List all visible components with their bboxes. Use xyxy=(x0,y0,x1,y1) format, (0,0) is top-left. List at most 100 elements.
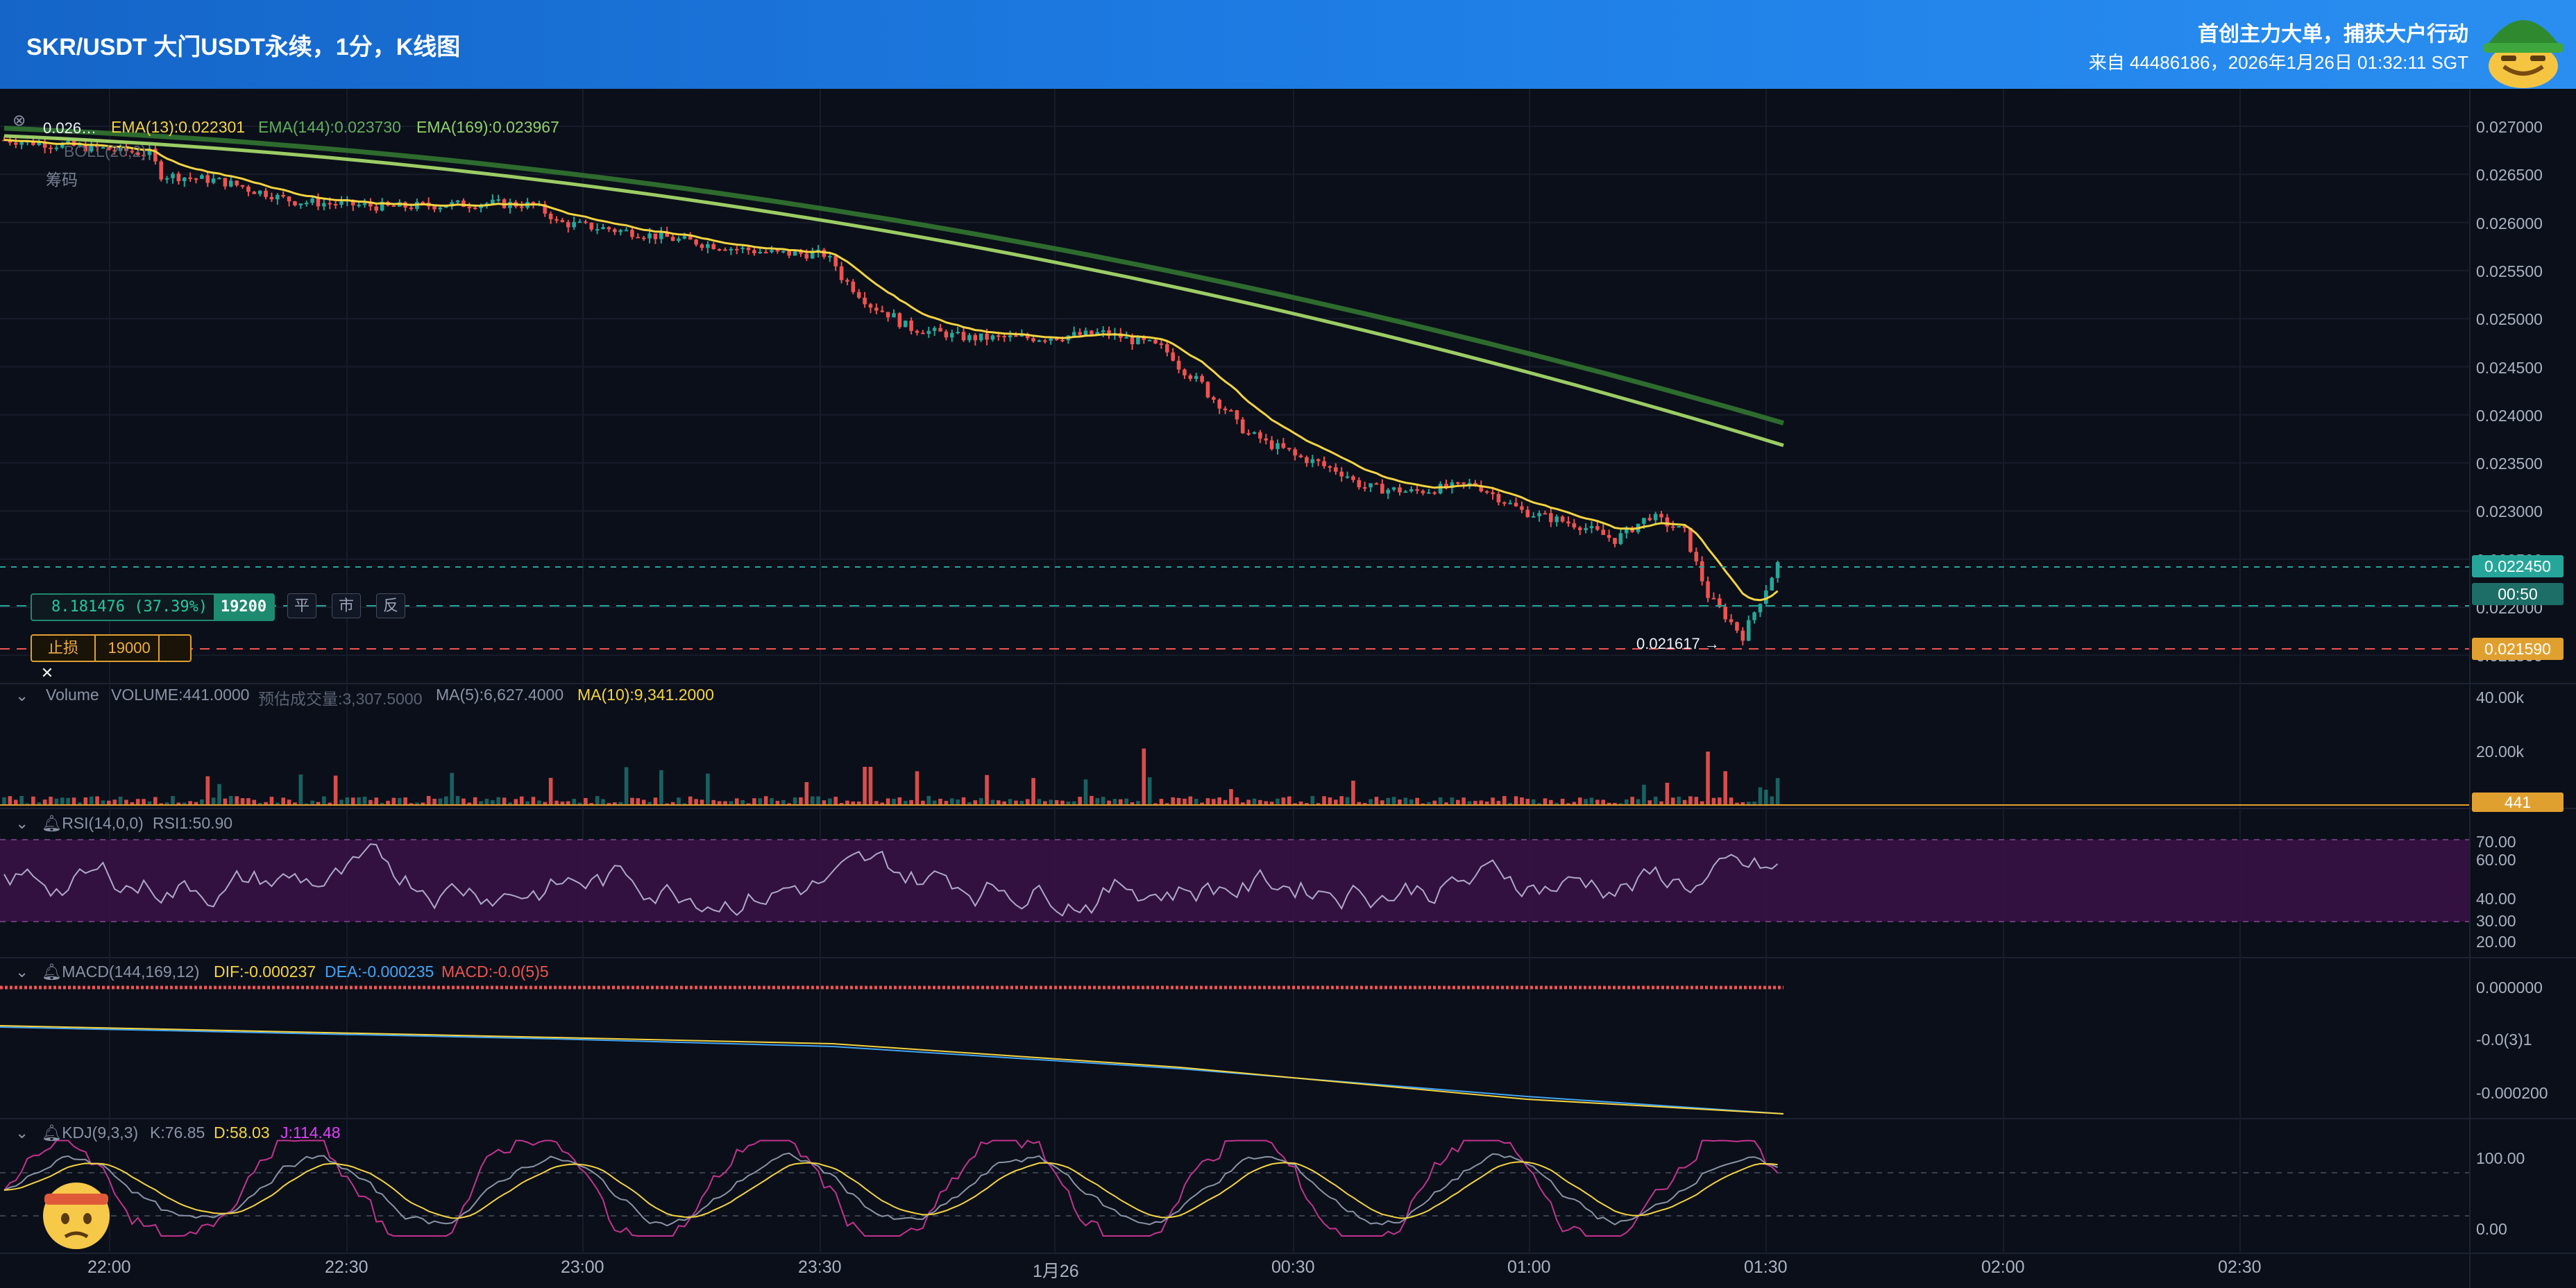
candle-body xyxy=(421,202,425,204)
volume-bar xyxy=(1659,801,1663,805)
volume-bar xyxy=(1421,803,1425,805)
candle-body xyxy=(618,230,622,232)
price-axis-label: 0.025500 xyxy=(2476,262,2543,280)
volume-bar xyxy=(1188,796,1193,805)
close-icon[interactable]: ✕ xyxy=(40,664,54,681)
volume-bar xyxy=(13,799,18,805)
candle-body xyxy=(1200,375,1204,382)
volume-bar xyxy=(729,801,734,805)
candlestick-chart[interactable] xyxy=(0,89,2576,1288)
volume-bar xyxy=(915,771,920,805)
candle-body xyxy=(217,178,221,180)
volume-bar xyxy=(1531,799,1536,805)
volume-bar xyxy=(1525,799,1530,805)
volume-bar xyxy=(1351,780,1355,805)
volume-bar xyxy=(350,797,355,805)
candle-body xyxy=(1455,482,1460,484)
volume-bar xyxy=(1212,799,1216,805)
candle-body xyxy=(577,221,582,223)
candle-body xyxy=(700,244,704,248)
volume-bar xyxy=(322,796,326,805)
candle-body xyxy=(1060,339,1065,341)
candle-body xyxy=(781,251,786,253)
volume-bar xyxy=(944,800,949,805)
volume-bar xyxy=(19,796,24,805)
volume-bar xyxy=(1112,799,1117,805)
volume-bar xyxy=(1549,799,1553,805)
volume-bar xyxy=(1130,802,1135,805)
candle-body xyxy=(659,232,663,239)
volume-bar xyxy=(473,797,477,805)
ema13-line xyxy=(3,139,1779,602)
candle-body xyxy=(1264,438,1269,441)
macd-collapse-icon[interactable]: ⌄ xyxy=(15,963,29,981)
close-position-button[interactable]: 平 xyxy=(287,593,316,618)
volume-bar xyxy=(200,799,204,805)
rsi-collapse-icon[interactable]: ⌄ xyxy=(15,814,29,832)
volume-bar xyxy=(752,798,756,805)
market-close-button[interactable]: 市 xyxy=(332,593,361,618)
volume-bar xyxy=(450,772,454,805)
chips-label: 筹码 xyxy=(46,171,78,189)
macd-title: 🔔︎MACD(144,169,12) xyxy=(42,963,200,981)
candle-body xyxy=(1054,339,1059,341)
time-axis-label: 22:30 xyxy=(325,1257,368,1277)
volume-bar xyxy=(415,802,419,805)
candle-body xyxy=(921,332,925,334)
time-axis-label: 23:00 xyxy=(561,1257,604,1277)
volume-bar xyxy=(1183,798,1187,805)
volume-bar xyxy=(682,803,687,805)
volume-ma5: MA(5):6,627.4000 xyxy=(436,686,564,704)
volume-bar xyxy=(194,802,198,805)
volume-bar xyxy=(1386,797,1391,805)
candle-body xyxy=(1212,397,1216,400)
position-line[interactable]: 8.181476 (37.39%) 19200 xyxy=(31,593,275,621)
candle-body xyxy=(455,200,460,203)
rsi-line xyxy=(3,843,1779,917)
header-bar: SKR/USDT 大门USDT永续，1分，K线图 首创主力大单，捕获大户行动 来… xyxy=(0,0,2576,89)
volume-bar xyxy=(467,802,472,805)
rsi-band xyxy=(0,840,2469,922)
candle-body xyxy=(276,194,280,200)
candle-body xyxy=(584,221,588,223)
time-axis-label: 01:30 xyxy=(1744,1257,1788,1277)
candle-body xyxy=(874,307,879,311)
volume-bar xyxy=(1217,797,1222,805)
candle-body xyxy=(83,144,88,152)
volume-bar xyxy=(1718,797,1722,805)
stoploss-line[interactable]: 止损 19000 ✕ xyxy=(31,634,192,681)
volume-bar xyxy=(1043,801,1047,805)
volume-title: Volume xyxy=(46,686,99,704)
collapse-icon[interactable]: ⊗ xyxy=(12,111,26,129)
candle-body xyxy=(461,200,466,207)
candle-body xyxy=(886,312,890,318)
volume-bar xyxy=(1740,802,1745,805)
kdj-collapse-icon[interactable]: ⌄ xyxy=(15,1124,29,1142)
volume-bar xyxy=(956,799,960,805)
volume-bar xyxy=(368,799,373,805)
volume-bar xyxy=(54,798,59,805)
volume-bar xyxy=(107,800,111,805)
candle-body xyxy=(1357,480,1362,488)
candle-body xyxy=(938,328,942,332)
volume-bar xyxy=(1071,801,1076,805)
volume-bar xyxy=(1200,802,1204,805)
volume-bar xyxy=(548,777,553,805)
candle-body xyxy=(956,332,960,334)
stoploss-label: 止损 xyxy=(32,636,96,661)
volume-bar xyxy=(310,800,314,805)
reverse-position-button[interactable]: 反 xyxy=(376,593,405,618)
volume-bar xyxy=(1706,752,1710,805)
volume-bar xyxy=(1746,802,1751,805)
volume-bar xyxy=(1066,801,1071,805)
volume-bar xyxy=(1694,797,1699,805)
volume-bar xyxy=(1281,797,1286,805)
candle-body xyxy=(1665,517,1670,527)
volume-collapse-icon[interactable]: ⌄ xyxy=(15,686,29,704)
volume-bar xyxy=(1171,797,1175,805)
volume-bar xyxy=(1118,799,1123,805)
volume-bar xyxy=(1432,800,1437,805)
volume-bar xyxy=(903,800,908,805)
price-axis-label: 0.024500 xyxy=(2476,358,2543,377)
candle-body xyxy=(978,333,983,341)
